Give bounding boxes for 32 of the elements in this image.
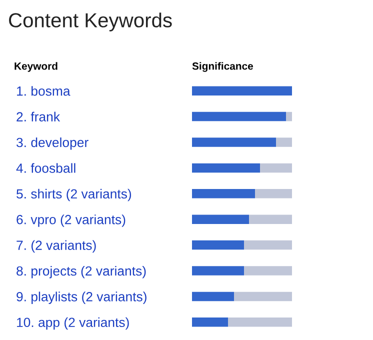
y-tick-label: 4. foosball	[16, 163, 76, 173]
bar	[228, 318, 292, 327]
y-tick-label: 10. app (2 variants)	[17, 317, 129, 330]
bar	[255, 189, 292, 198]
bar	[192, 112, 286, 122]
text: Significance	[192, 62, 254, 72]
bar	[260, 163, 292, 173]
y-tick-label: 7. (2 variants)	[16, 240, 96, 253]
bar	[234, 292, 292, 302]
y-tick-label: 6. vpro (2 variants)	[16, 214, 126, 227]
bar	[192, 318, 228, 327]
bar	[192, 240, 244, 250]
bar	[192, 266, 244, 276]
bar	[192, 189, 255, 198]
bar	[276, 138, 292, 147]
y-tick-label: 5. shirts (2 variants)	[16, 188, 132, 202]
bar	[244, 240, 292, 250]
y-tick-label: 9. playlists (2 variants)	[16, 292, 146, 304]
bar	[192, 214, 249, 224]
bar	[192, 138, 276, 147]
bar	[192, 86, 292, 96]
bar	[286, 112, 292, 122]
bar	[244, 266, 292, 276]
bar	[192, 163, 260, 173]
text: Keyword	[14, 62, 58, 72]
bar	[249, 214, 292, 224]
y-tick-label: 3. developer	[16, 137, 88, 150]
y-tick-label: 8. projects (2 variants)	[16, 266, 146, 278]
bar	[192, 292, 234, 302]
y-tick-label: 2. frank	[16, 112, 60, 122]
chart-title: Content Keywords	[9, 12, 172, 32]
y-tick-label: 1. bosma	[17, 86, 70, 96]
